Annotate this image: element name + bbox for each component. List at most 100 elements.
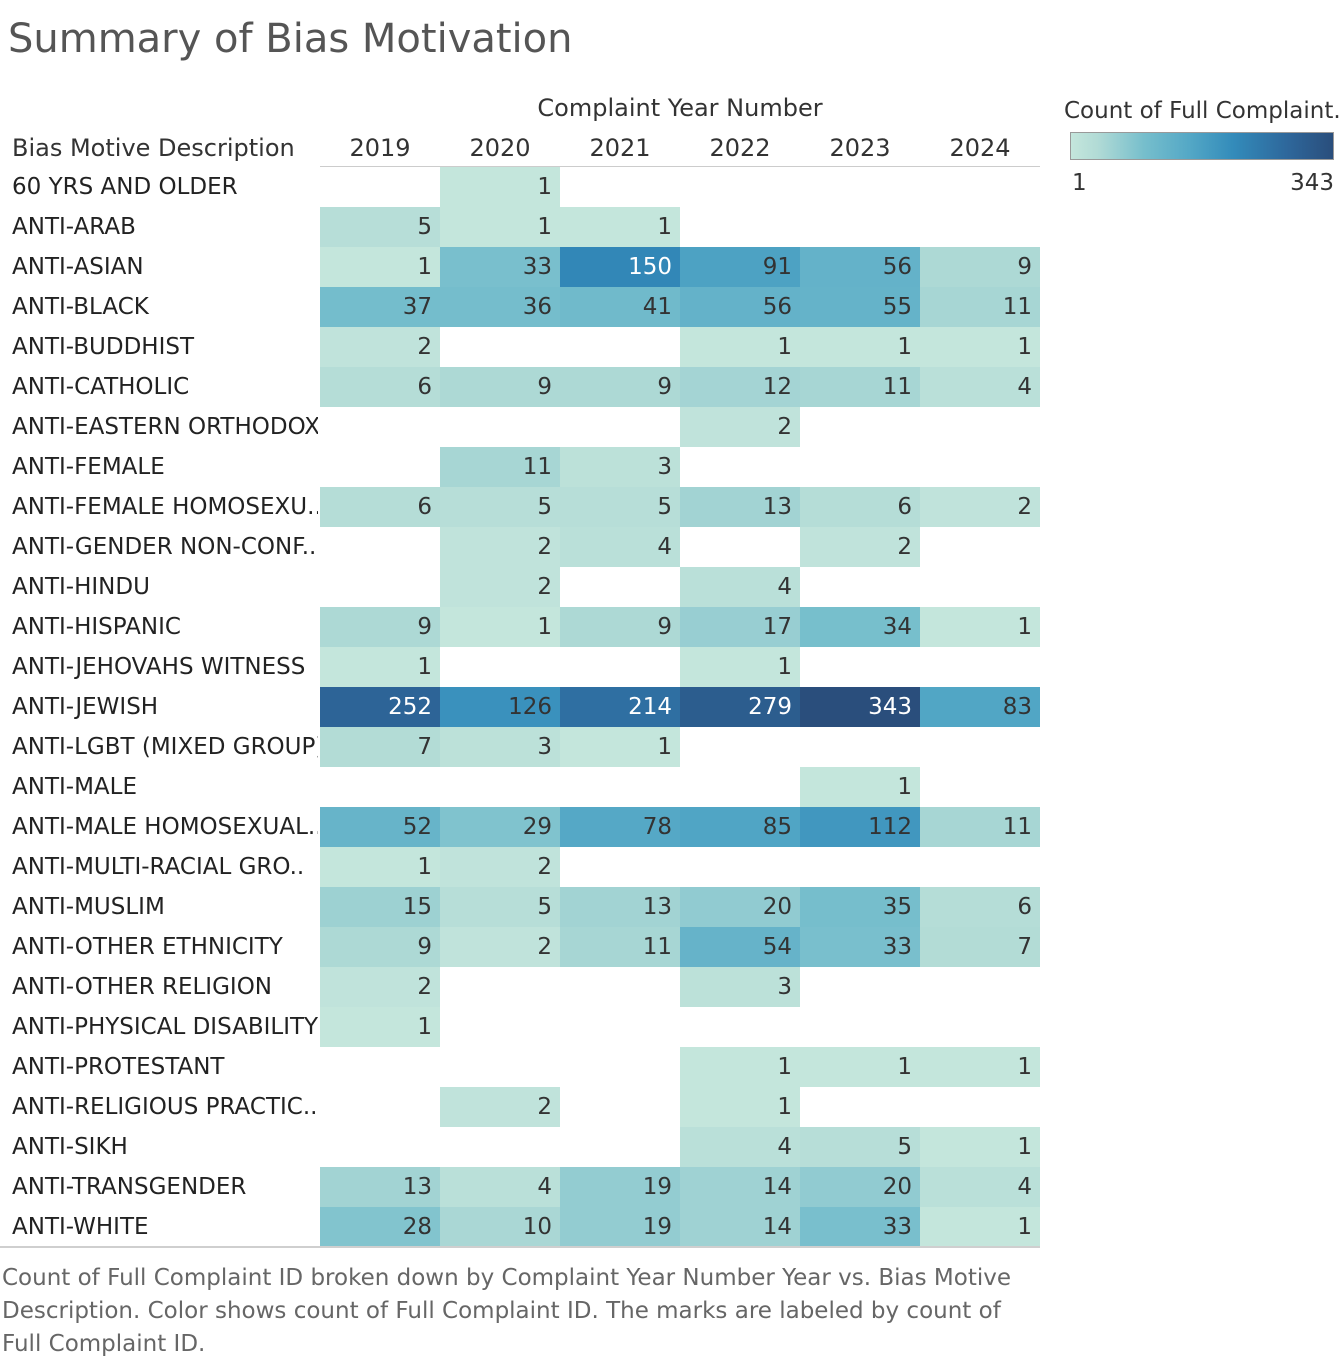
heatmap-cell[interactable]: 9 xyxy=(320,927,440,967)
heatmap-cell[interactable]: 10 xyxy=(440,1207,560,1247)
heatmap-cell[interactable]: 14 xyxy=(680,1207,800,1247)
heatmap-cell[interactable]: 1 xyxy=(680,647,800,687)
heatmap-cell[interactable]: 78 xyxy=(560,807,680,847)
heatmap-cell[interactable]: 4 xyxy=(680,567,800,607)
heatmap-cell[interactable]: 1 xyxy=(320,647,440,687)
heatmap-cell[interactable]: 2 xyxy=(320,967,440,1007)
heatmap-cell[interactable]: 33 xyxy=(440,247,560,287)
heatmap-cell[interactable]: 4 xyxy=(560,527,680,567)
heatmap-cell[interactable]: 9 xyxy=(320,607,440,647)
heatmap-cell[interactable]: 52 xyxy=(320,807,440,847)
heatmap-cell[interactable]: 1 xyxy=(320,1007,440,1047)
heatmap-cell[interactable]: 2 xyxy=(800,527,920,567)
heatmap-cell[interactable]: 2 xyxy=(440,567,560,607)
heatmap-cell[interactable]: 41 xyxy=(560,287,680,327)
heatmap-cell[interactable]: 126 xyxy=(440,687,560,727)
heatmap-cell[interactable]: 13 xyxy=(320,1167,440,1207)
heatmap-cell[interactable]: 150 xyxy=(560,247,680,287)
heatmap-cell[interactable]: 1 xyxy=(800,327,920,367)
heatmap-cell[interactable]: 35 xyxy=(800,887,920,927)
heatmap-cell[interactable]: 15 xyxy=(320,887,440,927)
heatmap-cell[interactable]: 2 xyxy=(680,407,800,447)
heatmap-cell[interactable]: 11 xyxy=(560,927,680,967)
heatmap-cell[interactable]: 54 xyxy=(680,927,800,967)
heatmap-cell[interactable]: 343 xyxy=(800,687,920,727)
heatmap-cell[interactable]: 1 xyxy=(920,1047,1040,1087)
heatmap-cell[interactable]: 4 xyxy=(920,1167,1040,1207)
heatmap-cell[interactable]: 1 xyxy=(920,1127,1040,1167)
heatmap-cell[interactable]: 5 xyxy=(440,487,560,527)
heatmap-cell[interactable]: 1 xyxy=(680,1047,800,1087)
heatmap-cell[interactable]: 252 xyxy=(320,687,440,727)
heatmap-cell[interactable]: 91 xyxy=(680,247,800,287)
heatmap-cell[interactable]: 2 xyxy=(320,327,440,367)
heatmap-cell[interactable]: 12 xyxy=(680,367,800,407)
heatmap-cell[interactable]: 1 xyxy=(560,207,680,247)
heatmap-cell[interactable]: 33 xyxy=(800,927,920,967)
heatmap-cell[interactable]: 4 xyxy=(920,367,1040,407)
heatmap-cell[interactable]: 20 xyxy=(680,887,800,927)
heatmap-cell[interactable]: 3 xyxy=(680,967,800,1007)
heatmap-cell[interactable]: 56 xyxy=(800,247,920,287)
heatmap-cell[interactable]: 279 xyxy=(680,687,800,727)
heatmap-cell[interactable]: 5 xyxy=(320,207,440,247)
heatmap-cell[interactable]: 85 xyxy=(680,807,800,847)
heatmap-cell[interactable]: 11 xyxy=(440,447,560,487)
heatmap-cell[interactable]: 1 xyxy=(680,1087,800,1127)
heatmap-cell[interactable]: 34 xyxy=(800,607,920,647)
heatmap-cell[interactable]: 1 xyxy=(800,1047,920,1087)
heatmap-cell[interactable]: 1 xyxy=(440,167,560,207)
heatmap-cell[interactable]: 13 xyxy=(680,487,800,527)
heatmap-cell[interactable]: 9 xyxy=(440,367,560,407)
heatmap-cell[interactable]: 7 xyxy=(920,927,1040,967)
heatmap-cell[interactable]: 83 xyxy=(920,687,1040,727)
heatmap-cell[interactable]: 11 xyxy=(920,287,1040,327)
heatmap-cell[interactable]: 2 xyxy=(440,927,560,967)
heatmap-cell[interactable]: 1 xyxy=(320,847,440,887)
heatmap-cell[interactable]: 29 xyxy=(440,807,560,847)
heatmap-cell[interactable]: 3 xyxy=(560,447,680,487)
heatmap-cell[interactable]: 5 xyxy=(560,487,680,527)
heatmap-cell[interactable]: 20 xyxy=(800,1167,920,1207)
heatmap-cell[interactable]: 1 xyxy=(440,207,560,247)
heatmap-cell[interactable]: 7 xyxy=(320,727,440,767)
heatmap-cell[interactable]: 2 xyxy=(440,1087,560,1127)
heatmap-cell[interactable]: 19 xyxy=(560,1167,680,1207)
heatmap-cell[interactable]: 56 xyxy=(680,287,800,327)
heatmap-cell[interactable]: 112 xyxy=(800,807,920,847)
heatmap-cell[interactable]: 1 xyxy=(920,1207,1040,1247)
heatmap-cell[interactable]: 214 xyxy=(560,687,680,727)
heatmap-cell[interactable]: 1 xyxy=(680,327,800,367)
heatmap-cell[interactable]: 36 xyxy=(440,287,560,327)
heatmap-cell[interactable]: 2 xyxy=(440,527,560,567)
heatmap-cell[interactable]: 5 xyxy=(800,1127,920,1167)
heatmap-cell[interactable]: 6 xyxy=(320,367,440,407)
heatmap-cell[interactable]: 1 xyxy=(560,727,680,767)
heatmap-cell[interactable]: 1 xyxy=(800,767,920,807)
heatmap-cell[interactable]: 4 xyxy=(680,1127,800,1167)
heatmap-cell[interactable]: 6 xyxy=(920,887,1040,927)
heatmap-cell[interactable]: 33 xyxy=(800,1207,920,1247)
heatmap-cell[interactable]: 6 xyxy=(800,487,920,527)
heatmap-cell[interactable]: 28 xyxy=(320,1207,440,1247)
heatmap-cell[interactable]: 19 xyxy=(560,1207,680,1247)
heatmap-cell[interactable]: 9 xyxy=(920,247,1040,287)
heatmap-cell[interactable]: 4 xyxy=(440,1167,560,1207)
heatmap-cell[interactable]: 37 xyxy=(320,287,440,327)
heatmap-cell[interactable]: 2 xyxy=(920,487,1040,527)
heatmap-cell[interactable]: 11 xyxy=(920,807,1040,847)
heatmap-cell[interactable]: 1 xyxy=(920,327,1040,367)
heatmap-cell[interactable]: 5 xyxy=(440,887,560,927)
heatmap-cell[interactable]: 13 xyxy=(560,887,680,927)
heatmap-cell[interactable]: 1 xyxy=(320,247,440,287)
heatmap-cell[interactable]: 14 xyxy=(680,1167,800,1207)
heatmap-cell[interactable]: 3 xyxy=(440,727,560,767)
heatmap-cell[interactable]: 17 xyxy=(680,607,800,647)
heatmap-cell[interactable]: 2 xyxy=(440,847,560,887)
heatmap-cell[interactable]: 1 xyxy=(920,607,1040,647)
heatmap-cell[interactable]: 11 xyxy=(800,367,920,407)
heatmap-cell[interactable]: 55 xyxy=(800,287,920,327)
heatmap-cell[interactable]: 9 xyxy=(560,607,680,647)
heatmap-cell[interactable]: 9 xyxy=(560,367,680,407)
heatmap-cell[interactable]: 6 xyxy=(320,487,440,527)
